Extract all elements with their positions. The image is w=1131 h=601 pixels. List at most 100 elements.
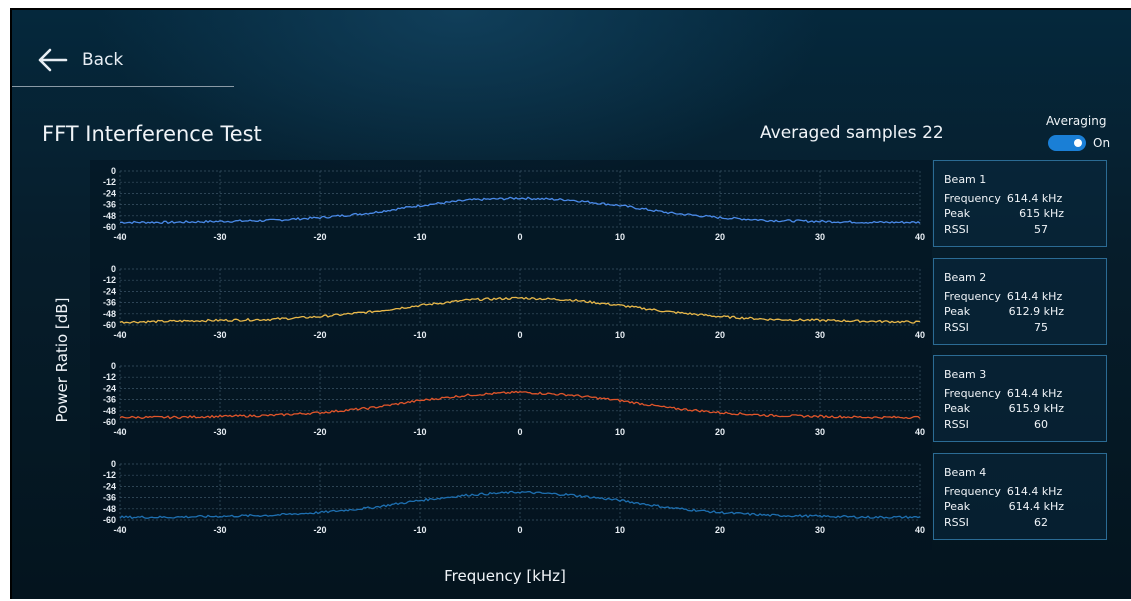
x-tick-label: 20	[715, 232, 725, 242]
x-tick-label: 30	[815, 330, 825, 340]
series-line-beam-1	[119, 196, 921, 225]
x-tick-label: -30	[213, 330, 226, 340]
frequency-value: 614.4 kHz	[1006, 192, 1063, 205]
beam-name: Beam 4	[944, 466, 987, 479]
x-tick-label: 40	[915, 525, 925, 535]
y-tick-label: 0	[111, 166, 116, 176]
beam-card-3: Beam 3 Frequency 614.4 kHz Peak 615.9 kHz …	[933, 355, 1107, 442]
y-tick-label: -48	[103, 504, 116, 514]
x-tick-label: 20	[715, 330, 725, 340]
x-tick-label: 40	[915, 427, 925, 437]
x-tick-label: -40	[113, 330, 126, 340]
x-tick-label: 0	[517, 330, 522, 340]
x-tick-label: 0	[517, 232, 522, 242]
averaging-state: On	[1093, 136, 1111, 150]
rssi-label: RSSI	[944, 418, 969, 431]
y-tick-label: -12	[103, 177, 116, 187]
y-tick-label: -36	[103, 493, 116, 503]
y-tick-label: -36	[103, 200, 116, 210]
x-tick-label: 0	[517, 427, 522, 437]
x-tick-label: -40	[113, 525, 126, 535]
y-tick-label: 0	[111, 459, 116, 469]
y-tick-label: -36	[103, 395, 116, 405]
page-title: FFT Interference Test	[42, 122, 262, 146]
app-window: Back FFT Interference Test Averaged samp…	[10, 8, 1131, 599]
y-tick-label: -48	[103, 309, 116, 319]
x-tick-label: -20	[313, 427, 326, 437]
peak-label: Peak	[944, 305, 971, 318]
rssi-value: 62	[1034, 516, 1048, 529]
x-tick-label: -20	[313, 525, 326, 535]
x-tick-label: 30	[815, 427, 825, 437]
averaged-samples-readout: Averaged samples 22	[760, 123, 944, 143]
y-tick-label: -60	[103, 320, 116, 330]
y-tick-label: -60	[103, 222, 116, 232]
y-tick-label: 0	[111, 361, 116, 371]
rssi-value: 57	[1034, 223, 1048, 236]
beam-card-4: Beam 4 Frequency 614.4 kHz Peak 614.4 kHz …	[933, 453, 1107, 540]
x-tick-label: 40	[915, 330, 925, 340]
x-tick-label: -10	[413, 525, 426, 535]
rssi-label: RSSI	[944, 321, 969, 334]
beam-name: Beam 2	[944, 271, 987, 284]
x-tick-label: -40	[113, 427, 126, 437]
x-tick-label: 20	[715, 427, 725, 437]
y-tick-label: -24	[103, 383, 116, 393]
x-tick-label: 30	[815, 525, 825, 535]
peak-value: 612.9 kHz	[1008, 305, 1064, 318]
series-line-beam-3	[119, 390, 921, 420]
x-tick-label: -20	[313, 330, 326, 340]
y-tick-label: -24	[103, 188, 116, 198]
frequency-label: Frequency	[944, 192, 1001, 205]
y-tick-label: 0	[111, 264, 116, 274]
fft-charts: 0-12-24-36-48-60-40 -30 -20 -10 0 10 20 30 400-1…	[103, 166, 925, 535]
arrow-left-icon	[38, 48, 68, 72]
beam-card-1: Beam 1 Frequency 614.4 kHz Peak 615 kHz RS…	[933, 160, 1107, 247]
series-line-beam-4	[119, 490, 921, 520]
x-tick-label: 10	[615, 330, 625, 340]
averaging-toggle[interactable]	[1048, 135, 1086, 151]
y-tick-label: -12	[103, 470, 116, 480]
rssi-value: 75	[1034, 321, 1048, 334]
beam-name: Beam 3	[944, 368, 987, 381]
peak-label: Peak	[944, 500, 971, 513]
back-button[interactable]: Back	[36, 40, 123, 80]
frequency-label: Frequency	[944, 290, 1001, 303]
x-tick-label: -30	[213, 232, 226, 242]
x-tick-label: 30	[815, 232, 825, 242]
y-tick-label: -12	[103, 372, 116, 382]
back-label: Back	[82, 50, 124, 70]
rssi-label: RSSI	[944, 223, 969, 236]
x-tick-label: 20	[715, 525, 725, 535]
x-tick-label: 10	[615, 232, 625, 242]
frequency-value: 614.4 kHz	[1006, 290, 1063, 303]
frequency-value: 614.4 kHz	[1006, 485, 1063, 498]
peak-value: 615.9 kHz	[1008, 402, 1064, 415]
y-tick-label: -36	[103, 298, 116, 308]
x-tick-label: -10	[413, 232, 426, 242]
frequency-value: 614.4 kHz	[1006, 387, 1063, 400]
frequency-label: Frequency	[944, 485, 1001, 498]
toggle-knob	[1074, 139, 1082, 147]
rssi-label: RSSI	[944, 516, 969, 529]
y-tick-label: -48	[103, 406, 116, 416]
x-tick-label: 40	[915, 232, 925, 242]
averaging-label: Averaging	[1046, 114, 1107, 128]
header-divider	[12, 86, 234, 87]
x-tick-label: 0	[517, 525, 522, 535]
x-tick-label: 10	[615, 525, 625, 535]
frequency-label: Frequency	[944, 387, 1001, 400]
x-tick-label: -30	[213, 427, 226, 437]
rssi-value: 60	[1034, 418, 1048, 431]
y-tick-label: -60	[103, 417, 116, 427]
x-axis-label: Frequency [kHz]	[444, 567, 566, 585]
beam-name: Beam 1	[944, 173, 987, 186]
y-tick-label: -24	[103, 286, 116, 296]
peak-label: Peak	[944, 207, 971, 220]
x-tick-label: -40	[113, 232, 126, 242]
beam-card-2: Beam 2 Frequency 614.4 kHz Peak 612.9 kHz …	[933, 258, 1107, 345]
y-tick-label: -48	[103, 211, 116, 221]
x-tick-label: -20	[313, 232, 326, 242]
peak-label: Peak	[944, 402, 971, 415]
y-tick-label: -60	[103, 515, 116, 525]
